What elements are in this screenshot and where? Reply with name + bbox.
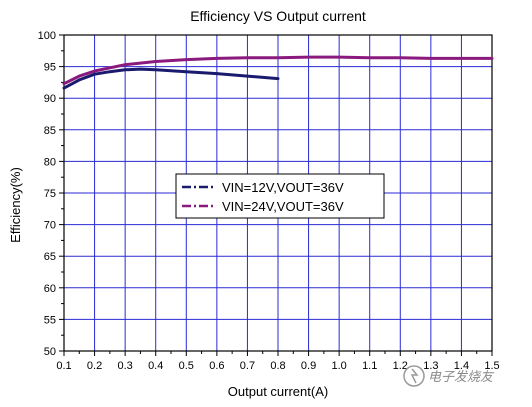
x-tick-label: 0.3 [117, 360, 132, 372]
y-tick-label: 75 [44, 188, 56, 200]
x-tick-label: 0.6 [209, 360, 224, 372]
legend-label-1: VIN=12V,VOUT=36V [222, 180, 344, 195]
x-tick-label: 0.9 [301, 360, 316, 372]
legend-box [175, 173, 385, 219]
x-tick-label: 0.8 [270, 360, 285, 372]
watermark-text: 电子发烧友 [428, 370, 495, 385]
legend: VIN=12V,VOUT=36V VIN=24V,VOUT=36V [175, 173, 385, 219]
y-tick-label: 70 [44, 220, 56, 232]
x-tick-label: 1.1 [362, 360, 377, 372]
x-axis-label: Output current(A) [228, 384, 328, 399]
y-tick-label: 95 [44, 62, 56, 74]
grid [63, 34, 493, 352]
x-tick-label: 0.5 [179, 360, 194, 372]
legend-label-2: VIN=24V,VOUT=36V [222, 199, 344, 214]
y-tick-label: 90 [44, 93, 56, 105]
x-tick-label: 1.0 [331, 360, 346, 372]
y-tick-label: 80 [44, 156, 56, 168]
x-tick-label: 1.3 [423, 360, 438, 372]
x-tick-label: 0.1 [56, 360, 71, 372]
tick-labels: 0.1 0.2 0.3 0.4 0.5 0.6 0.7 0.8 0.9 1.0 1.1 1.2 1.3 1… [38, 30, 500, 372]
x-tick-label: 0.4 [148, 360, 163, 372]
series-lines [62, 55, 494, 90]
chart-title: Efficiency VS Output current [190, 8, 366, 24]
x-tick-label: 1.4 [454, 360, 469, 372]
series-line-1 [62, 67, 280, 90]
watermark-logo-icon [403, 365, 425, 387]
x-tick-label: 0.2 [87, 360, 102, 372]
series-line-2 [62, 55, 494, 86]
watermark-bolt-icon [410, 368, 419, 384]
watermark: 电子发烧友 [403, 365, 495, 387]
y-tick-label: 85 [44, 125, 56, 137]
y-tick-label: 55 [44, 314, 56, 326]
x-tick-label: 1.2 [393, 360, 408, 372]
y-tick-label: 50 [44, 346, 56, 358]
x-tick-label: 0.7 [240, 360, 255, 372]
y-tick-label: 65 [44, 251, 56, 263]
y-tick-label: 100 [38, 30, 56, 42]
axis-ticks [59, 34, 493, 356]
y-tick-label: 60 [44, 283, 56, 295]
y-axis-label: Efficiency(%) [8, 167, 23, 243]
x-tick-label: 1.5 [484, 360, 499, 372]
